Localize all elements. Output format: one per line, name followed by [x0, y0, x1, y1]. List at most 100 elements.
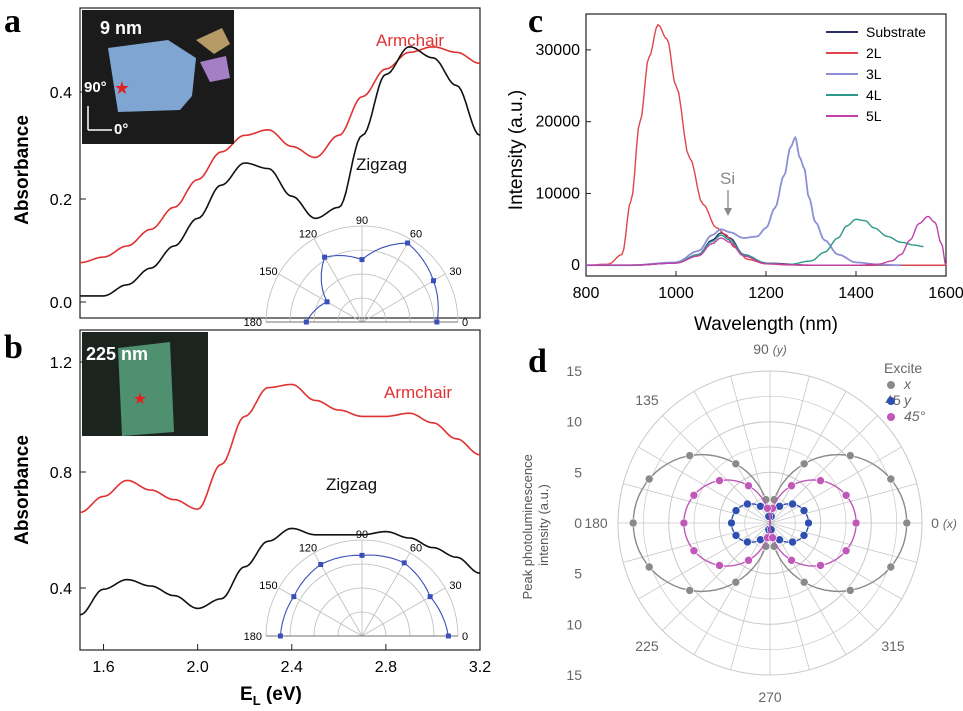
polar-data-point	[799, 459, 809, 469]
xtick-label: 800	[573, 285, 600, 302]
panel-b-letter: b	[4, 329, 23, 366]
legend-label: y	[903, 392, 912, 408]
panel-c-frame	[585, 13, 947, 277]
panel-d-left-ticks: 15 10 5 0 5 10 15	[566, 363, 582, 683]
polar-data-point	[788, 537, 797, 547]
polar-angle-label: 120	[299, 543, 317, 555]
panel-b-series	[79, 383, 481, 616]
polar-data-point	[322, 254, 328, 260]
series-line-2l	[585, 23, 946, 266]
panel-d-ylabel: Peak photoluminescence intensity (a.u.)	[520, 451, 551, 600]
polar-angle-label: 60	[410, 543, 422, 555]
panel-b-ylabel: Absorbance	[12, 435, 33, 545]
panel-c-xlabel: Wavelength (nm)	[694, 314, 838, 335]
xtick-label: 1000	[658, 285, 694, 302]
series-line-3l	[586, 135, 901, 267]
panel-b-inset-image: ★ 225 nm	[82, 332, 208, 436]
flake-small	[196, 28, 230, 54]
polar-spoke	[638, 446, 771, 524]
label-zigzag: Zigzag	[326, 475, 377, 494]
polar-angle-label: 270	[758, 689, 782, 705]
panel-a-series	[79, 45, 481, 297]
polar-spoke	[662, 522, 771, 631]
series-line-armchair	[79, 45, 481, 264]
polar-spoke	[361, 552, 411, 637]
ytick-label: 0.8	[50, 465, 72, 482]
polar-data-point	[788, 499, 797, 509]
xtick-label: 2.8	[375, 659, 397, 676]
inset-90-label: 90°	[84, 79, 107, 96]
legend-marker	[887, 413, 895, 421]
polar-angle-label: 150	[259, 580, 277, 592]
panel-b-yticks: 0.4 0.8 1.2	[50, 355, 86, 598]
polar-data-point	[731, 506, 741, 515]
polar-angle-label: 0	[462, 631, 468, 643]
polar-data-point	[787, 555, 796, 565]
panel-b: b 1.6 2.0 2.4 2.8 3.2 0.4 0.8 1.2 Absorbance…	[4, 329, 491, 708]
panel-c-series	[585, 23, 947, 267]
panel-a: a 0.0 0.2 0.4 Absorbance Armchair Zigzag…	[4, 3, 481, 329]
polar-data-point	[841, 546, 851, 556]
panel-c: c 800 1000 1200 1400 1600 0 10000 20000 30000 W…	[506, 3, 963, 335]
legend-label: 2L	[866, 45, 882, 61]
inset-thickness: 9 nm	[100, 18, 142, 38]
xtick-label: 3.2	[469, 659, 491, 676]
polar-data-point	[744, 481, 753, 491]
polar-data-point	[787, 481, 796, 491]
inset-0-label: 0°	[114, 121, 128, 138]
polar-data-point	[359, 552, 365, 558]
polar-data-point	[731, 577, 741, 587]
ylabel-line2: intensity (a.u.)	[536, 484, 551, 566]
polar-data-point	[841, 490, 851, 500]
polar-angle-label: 0 (x)	[931, 515, 957, 531]
annotation-si: Si	[720, 169, 735, 188]
inset-thickness: 225 nm	[86, 344, 148, 364]
xtick-label: 1600	[928, 285, 963, 302]
panel-a-frame	[79, 7, 481, 319]
polar-spoke	[693, 391, 771, 524]
polar-data-point	[277, 633, 283, 639]
polar-spoke	[638, 522, 771, 600]
polar-angle-label: 90	[356, 529, 368, 541]
panel-a-yticks: 0.0 0.2 0.4	[50, 85, 86, 312]
ylabel-line1: Peak photoluminescence	[520, 454, 535, 599]
radial-tick-label: 5	[574, 464, 582, 480]
xtick-label: 1400	[838, 285, 874, 302]
polar-spoke	[313, 238, 363, 323]
polar-data-point	[731, 531, 741, 540]
xlabel-sub: L	[253, 693, 261, 708]
polar-angle-label: 90 (y)	[753, 341, 787, 357]
radial-tick-label: 0	[574, 515, 582, 531]
panel-c-letter: c	[528, 3, 543, 40]
polar-angle-label: 180	[244, 317, 262, 329]
polar-data-point	[902, 518, 912, 528]
xlabel-main: E	[240, 684, 253, 705]
series-line-armchair	[79, 383, 481, 514]
ytick-label: 1.2	[50, 355, 72, 372]
series-line-4l	[586, 218, 924, 266]
legend-title: Excite	[884, 360, 922, 376]
polar-spoke	[662, 415, 771, 524]
radial-tick-label: 10	[566, 616, 582, 632]
panel-b-frame	[79, 329, 481, 651]
series-line-zigzag	[79, 527, 481, 616]
polar-data-point	[291, 594, 297, 600]
panel-b-polar-inset: 0 30 60 90 120 150 180	[244, 529, 468, 643]
polar-spoke	[693, 522, 771, 655]
polar-angle-label: 150	[259, 266, 277, 278]
polar-data-point	[685, 451, 695, 460]
polar-data-point	[644, 562, 654, 572]
polar-data-point	[427, 594, 433, 600]
polar-data-point	[679, 518, 689, 528]
polar-data-point	[359, 257, 365, 263]
polar-angle-label: 135	[635, 392, 659, 408]
polar-fit-curve	[279, 554, 449, 637]
polar-data-point	[401, 560, 407, 566]
polar-angle-label: 180	[584, 515, 608, 531]
panel-a-ylabel: Absorbance	[12, 115, 33, 225]
legend-marker	[887, 397, 895, 405]
radial-tick-label: 5	[574, 566, 582, 582]
radial-tick-label: 15	[566, 363, 582, 379]
